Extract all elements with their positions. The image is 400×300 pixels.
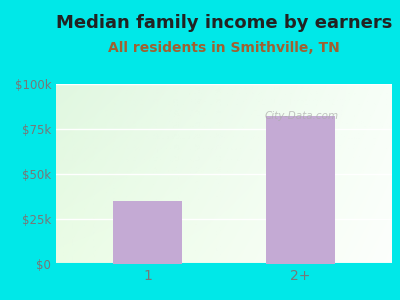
Text: City-Data.com: City-Data.com xyxy=(264,111,338,122)
Text: Median family income by earners: Median family income by earners xyxy=(56,14,392,32)
Bar xyxy=(266,116,335,264)
Bar xyxy=(113,201,182,264)
Text: All residents in Smithville, TN: All residents in Smithville, TN xyxy=(108,40,340,55)
